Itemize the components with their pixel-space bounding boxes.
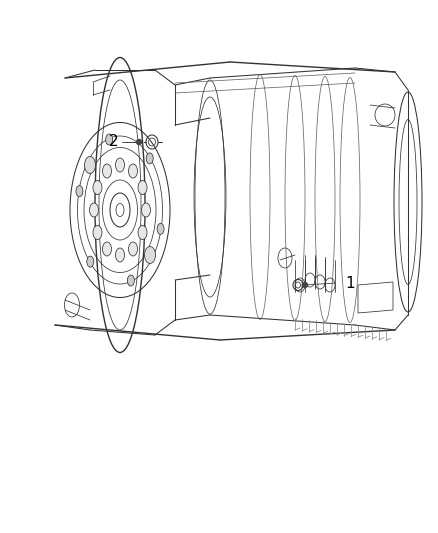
Ellipse shape [93,225,102,239]
Ellipse shape [138,225,147,239]
Ellipse shape [141,203,151,217]
Ellipse shape [76,185,83,197]
Ellipse shape [145,246,155,263]
Ellipse shape [146,153,153,164]
Ellipse shape [85,157,95,174]
Ellipse shape [157,223,164,235]
Ellipse shape [89,203,99,217]
Ellipse shape [116,158,124,172]
Ellipse shape [128,242,138,256]
Ellipse shape [116,248,124,262]
Ellipse shape [138,181,147,195]
Ellipse shape [87,256,94,267]
Circle shape [303,282,307,287]
Text: 1: 1 [345,276,355,290]
Circle shape [137,140,141,144]
Ellipse shape [102,242,112,256]
Ellipse shape [102,164,112,178]
Text: 2: 2 [108,134,118,149]
Ellipse shape [128,164,138,178]
Ellipse shape [93,181,102,195]
Ellipse shape [106,134,113,145]
Ellipse shape [127,275,134,286]
